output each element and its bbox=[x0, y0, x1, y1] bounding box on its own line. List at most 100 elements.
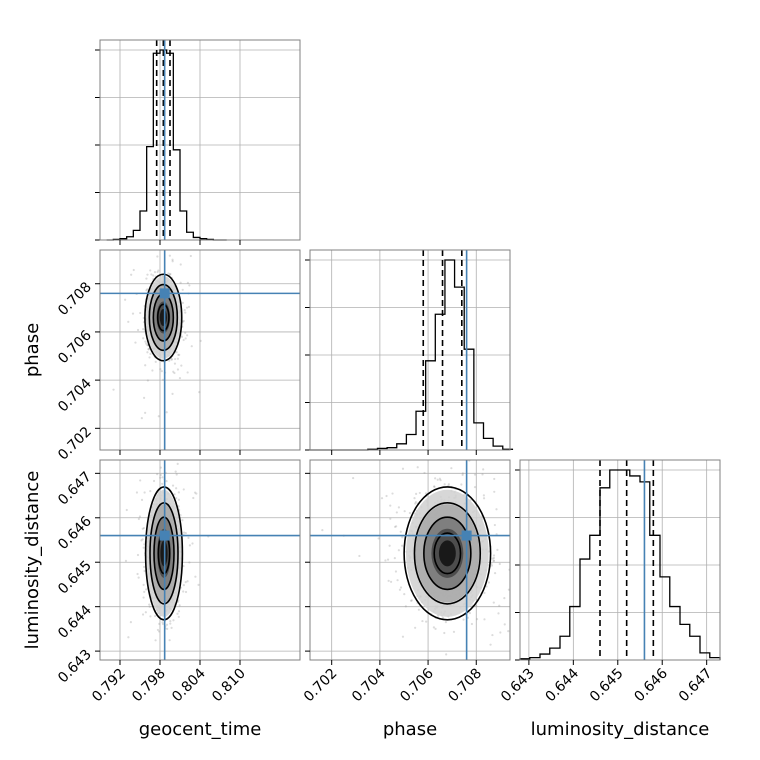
scatter-point bbox=[149, 352, 152, 356]
scatter-point bbox=[136, 572, 139, 576]
scatter-point bbox=[168, 359, 171, 362]
panel-frame bbox=[309, 249, 511, 451]
scatter-point bbox=[433, 661, 435, 663]
scatter-point bbox=[184, 590, 188, 594]
scatter-point bbox=[130, 273, 133, 276]
scatter-point bbox=[170, 358, 173, 361]
scatter-point bbox=[473, 486, 477, 489]
scatter-point bbox=[171, 260, 174, 263]
scatter-point bbox=[117, 451, 119, 453]
tick-label-x: 0.804 bbox=[169, 665, 209, 705]
tick-label-x: 0.810 bbox=[209, 666, 249, 706]
tick-label-x: 0.647 bbox=[676, 666, 716, 706]
scatter-point bbox=[492, 601, 495, 604]
scatter-point bbox=[177, 498, 180, 501]
scatter-point bbox=[415, 492, 418, 495]
scatter-point bbox=[159, 473, 162, 477]
contour-line bbox=[156, 303, 170, 332]
scatter-point bbox=[180, 335, 184, 338]
scatter-point bbox=[177, 610, 181, 613]
scatter-point bbox=[140, 498, 144, 501]
scatter-point bbox=[156, 255, 159, 258]
scatter-point bbox=[498, 562, 501, 566]
scatter-point bbox=[192, 496, 195, 500]
scatter-point bbox=[481, 473, 484, 476]
scatter-point bbox=[145, 342, 148, 345]
scatter-point bbox=[438, 457, 440, 459]
scatter-point bbox=[182, 488, 185, 491]
scatter-point bbox=[176, 462, 179, 465]
scatter-point bbox=[389, 504, 392, 507]
grid bbox=[520, 460, 720, 660]
scatter-point bbox=[417, 608, 420, 611]
scatter-point bbox=[159, 466, 162, 469]
scatter-point bbox=[462, 618, 465, 621]
scatter-point bbox=[151, 369, 154, 372]
scatter-point bbox=[124, 298, 127, 301]
tick-label-y: 0.647 bbox=[55, 469, 95, 509]
scatter-point bbox=[124, 559, 128, 562]
truth-point bbox=[159, 288, 170, 299]
ylabel-phase: phase bbox=[22, 323, 43, 377]
scatter-point bbox=[397, 549, 400, 552]
scatter-point bbox=[503, 623, 506, 626]
grid bbox=[100, 40, 300, 240]
scatter-point bbox=[146, 288, 149, 291]
scatter-point bbox=[173, 493, 176, 496]
scatter-point bbox=[158, 630, 161, 633]
scatter-point bbox=[507, 588, 510, 591]
panel-2d-geocent_time-luminosity_distance bbox=[99, 451, 301, 700]
scatter-point bbox=[181, 288, 184, 291]
scatter-point bbox=[143, 590, 146, 593]
scatter-point bbox=[406, 452, 408, 454]
scatter-point bbox=[176, 357, 179, 360]
tick-label-y: 0.702 bbox=[55, 424, 95, 464]
scatter-point bbox=[171, 392, 174, 396]
scatter-point bbox=[141, 613, 145, 616]
scatter-point bbox=[441, 616, 445, 620]
scatter-point bbox=[182, 319, 185, 323]
scatter-point bbox=[139, 311, 142, 315]
scatter-point bbox=[410, 599, 413, 602]
scatter-point bbox=[149, 698, 151, 700]
scatter-point bbox=[321, 529, 324, 532]
scatter-point bbox=[409, 599, 413, 602]
scatter-point bbox=[148, 605, 151, 608]
scatter-point bbox=[384, 559, 387, 562]
scatter-point bbox=[358, 554, 361, 558]
scatter-point bbox=[183, 309, 186, 312]
panel-2d-geocent_time-phase bbox=[99, 221, 301, 451]
scatter-point bbox=[173, 362, 177, 365]
scatter-point bbox=[495, 508, 498, 511]
scatter-point bbox=[177, 491, 180, 494]
scatter-point bbox=[184, 311, 187, 314]
scatter-point bbox=[396, 579, 399, 582]
scatter-point bbox=[198, 391, 201, 394]
panel-content bbox=[100, 221, 300, 450]
contour-line bbox=[144, 273, 183, 362]
scatter-point bbox=[157, 269, 160, 272]
scatter-point bbox=[142, 546, 145, 549]
scatter-point bbox=[460, 483, 463, 486]
scatter-point bbox=[399, 530, 402, 533]
tick-label-y: 0.706 bbox=[55, 327, 95, 367]
scatter-point bbox=[408, 511, 411, 515]
scatter-point bbox=[178, 376, 182, 380]
scatter-point bbox=[413, 496, 416, 500]
scatter-point bbox=[173, 371, 176, 375]
scatter-point bbox=[175, 497, 178, 500]
scatter-point bbox=[491, 633, 494, 637]
scatter-point bbox=[172, 619, 175, 622]
scatter-point bbox=[137, 576, 140, 579]
scatter-point bbox=[489, 643, 492, 646]
scatter-point bbox=[176, 221, 178, 223]
scatter-point bbox=[149, 615, 152, 618]
scatter-point bbox=[443, 483, 446, 486]
scatter-point bbox=[399, 586, 403, 589]
scatter-point bbox=[143, 491, 146, 494]
hist-panel-phase bbox=[305, 249, 514, 451]
scatter-point bbox=[171, 258, 174, 261]
scatter-point bbox=[179, 281, 182, 284]
scatter-point bbox=[497, 612, 500, 615]
